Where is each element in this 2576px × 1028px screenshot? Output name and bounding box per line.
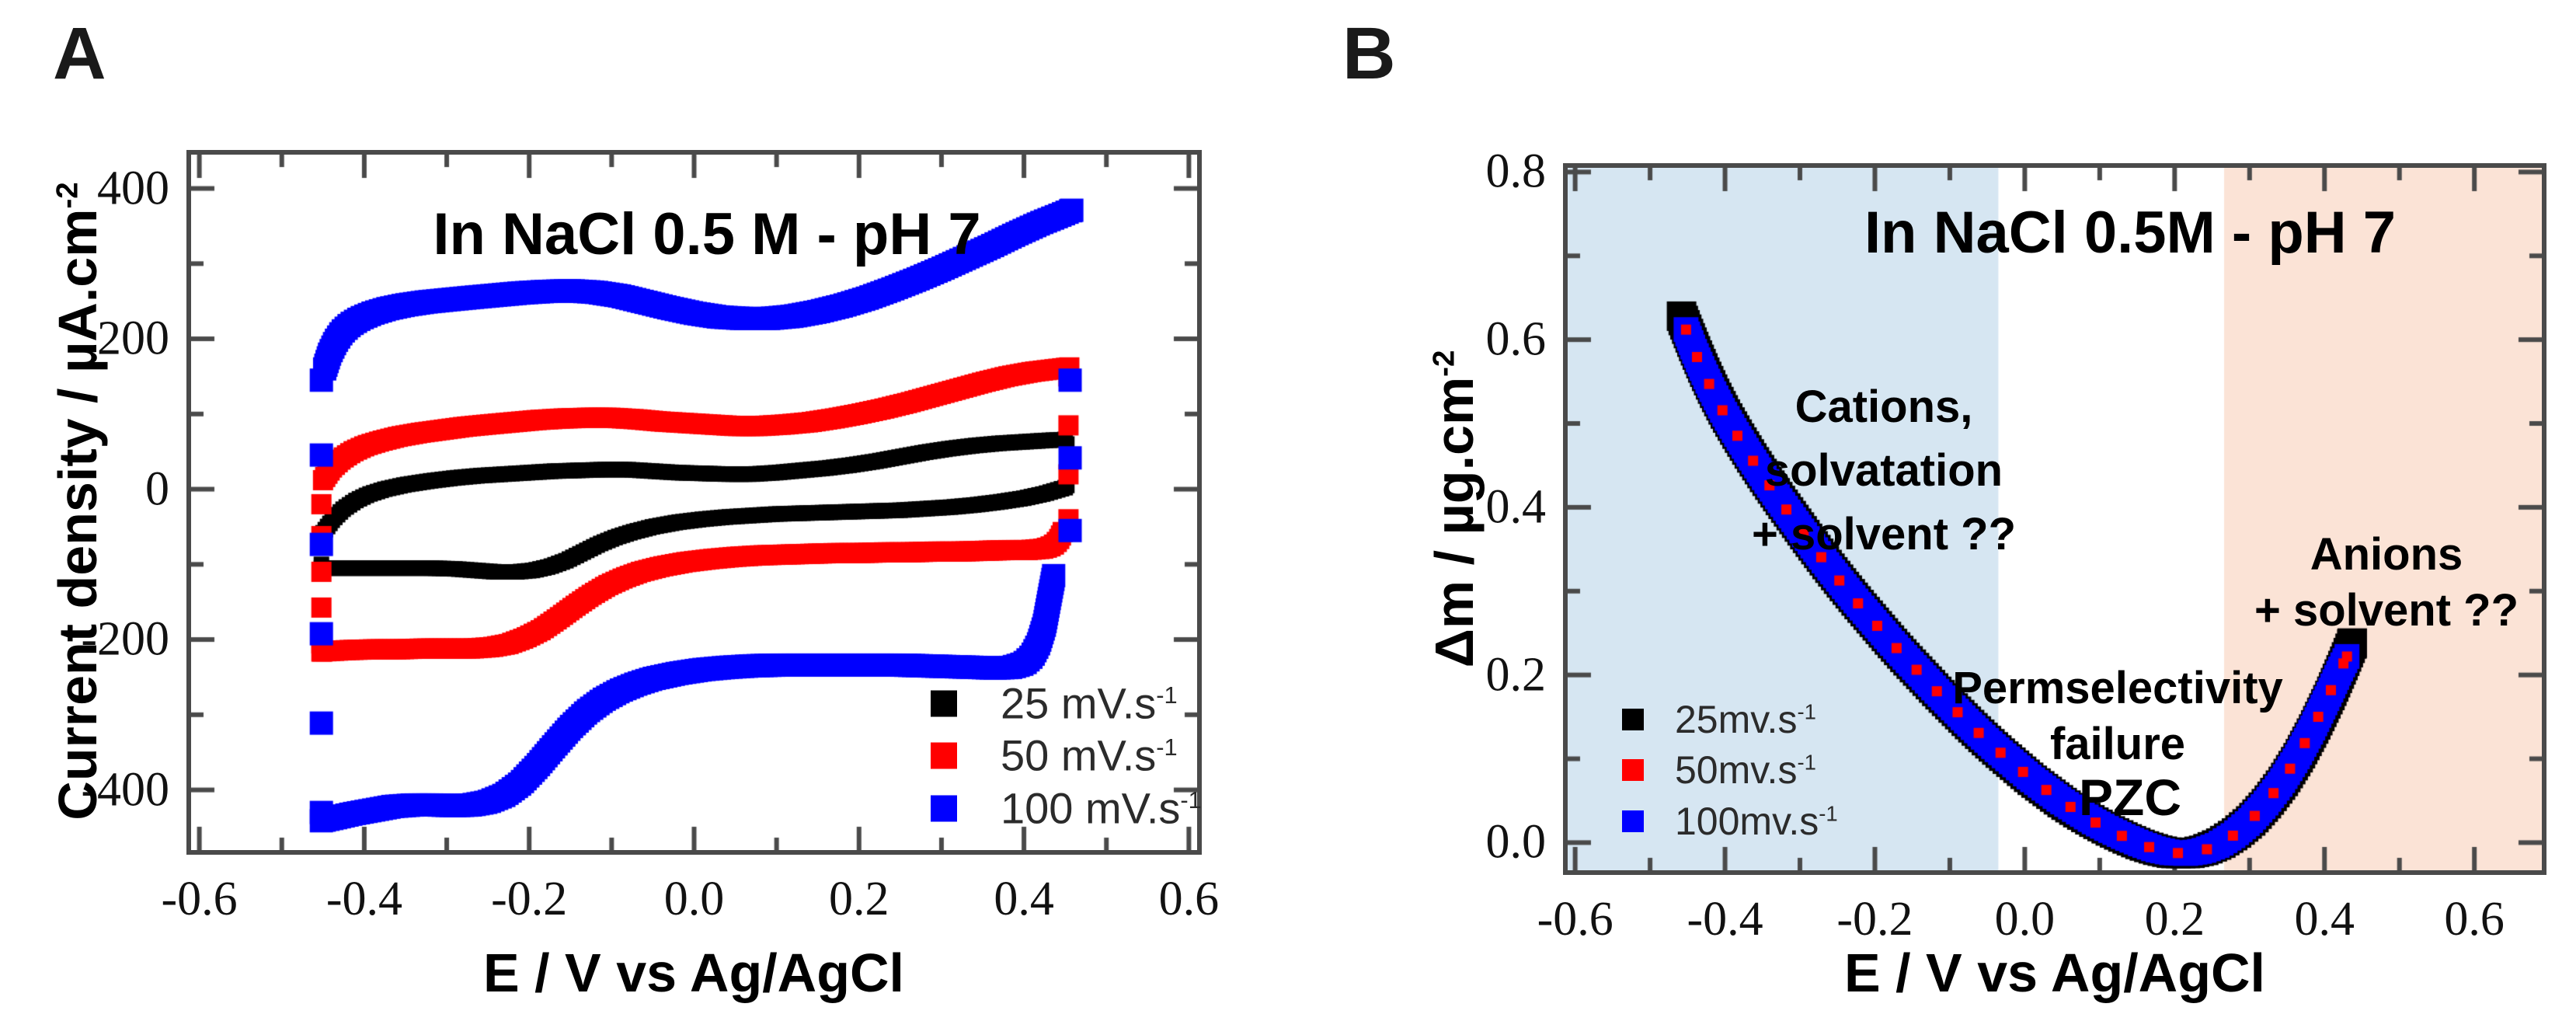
legend-swatch-red [931,742,957,768]
legend-label: 50mv.s-1 [1675,748,1816,792]
x-tick-label: 0.0 [663,873,725,925]
annotation-line: solvatation [1764,445,2003,496]
x-tick-label: 0.2 [2144,893,2205,946]
annotation-permselectivity-failure: Permselectivity failure [1952,660,2283,772]
y-tick-label: 200 [97,312,169,365]
x-tick-label: 0.4 [994,873,1054,925]
y-tick-label: -400 [81,763,169,817]
legend-swatch-black [1622,709,1644,730]
annotation-cations-solvation: Cations, solvatation + solvent ?? [1752,375,2016,566]
legend-item-25mvs-b: 25mv.s-1 [1622,697,1816,742]
x-tick-label: -0.2 [491,873,568,925]
panel-b-canvas [1568,168,2542,870]
panel-a-y-axis-title-text: Current density / µA.cm [47,208,108,821]
annotation-line: Anions [2310,529,2463,580]
panel-b-x-axis-title-text: E / V vs Ag/AgCl [1844,943,2265,1003]
legend-item-50mvs-a: 50 mV.s-1 [931,730,1178,781]
panel-a-canvas [191,155,1197,850]
panel-a-x-axis-title-text: E / V vs Ag/AgCl [483,943,904,1003]
panel-a-plot-area [186,150,1202,855]
panel-a-x-axis-title: E / V vs Ag/AgCl [483,942,904,1004]
panel-b-letter: B [1342,12,1396,95]
y-tick-label: -200 [81,612,169,666]
legend-label: 100 mV.s-1 [1001,783,1202,833]
x-tick-label: -0.2 [1836,893,1913,946]
panel-a-title: In NaCl 0.5 M - pH 7 [433,201,981,267]
legend-item-100mvs-b: 100mv.s-1 [1622,799,1838,844]
y-tick-label: 0.6 [1485,312,1547,366]
panel-b-x-axis-title: E / V vs Ag/AgCl [1844,942,2265,1004]
y-tick-label: 400 [97,162,169,215]
x-tick-label: -0.6 [1537,893,1613,946]
y-tick-label: 0 [145,462,169,516]
legend-label: 25mv.s-1 [1675,698,1816,741]
y-tick-label: 0.2 [1485,648,1547,702]
annotation-line: + solvent ?? [2254,585,2519,636]
legend-swatch-blue [1622,810,1644,832]
x-tick-label: 0.6 [2444,893,2505,946]
y-tick-label: 0.4 [1485,480,1547,534]
y-tick-label: 0.8 [1485,145,1547,198]
panel-a-letter: A [53,12,106,95]
legend-item-50mvs-b: 50mv.s-1 [1622,747,1816,793]
legend-label: 100mv.s-1 [1675,800,1838,843]
annotation-line: Cations, [1794,382,1973,432]
legend-label: 50 mV.s-1 [1001,730,1178,780]
legend-item-25mvs-a: 25 mV.s-1 [931,678,1178,729]
panel-b-y-axis-title-sup: -2 [1427,350,1461,377]
panel-b-plot-area [1563,163,2546,875]
annotation-line: + solvent ?? [1751,509,2017,559]
x-tick-label: 0.0 [1994,893,2056,946]
x-tick-label: 0.6 [1158,873,1220,925]
annotation-line: PZC [2079,768,2181,826]
x-tick-label: -0.6 [161,873,238,925]
legend-item-100mvs-a: 100 mV.s-1 [931,783,1202,834]
legend-swatch-black [931,690,957,716]
panel-a-y-axis-title-sup: -2 [50,182,85,209]
annotation-pzc: PZC [2079,768,2181,827]
y-tick-label: 0.0 [1485,815,1547,869]
annotation-line: failure [2049,719,2186,769]
panel-b-y-axis-title-text: Δm / µg.cm [1424,376,1485,668]
panel-b-title: In NaCl 0.5M - pH 7 [1864,200,2397,266]
panel-a-y-axis-title: Current density / µA.cm-2 [47,182,109,820]
x-tick-label: -0.4 [1687,893,1763,946]
legend-label: 25 mV.s-1 [1001,678,1178,728]
x-tick-label: 0.2 [829,873,889,925]
legend-swatch-blue [931,795,957,821]
annotation-line: Permselectivity [1952,663,2283,713]
panel-b-y-axis-title: Δm / µg.cm-2 [1423,350,1485,668]
x-tick-label: -0.4 [325,873,402,925]
legend-swatch-red [1622,759,1644,781]
x-tick-label: 0.4 [2294,893,2355,946]
annotation-anions-solvent: Anions + solvent ?? [2254,527,2519,639]
